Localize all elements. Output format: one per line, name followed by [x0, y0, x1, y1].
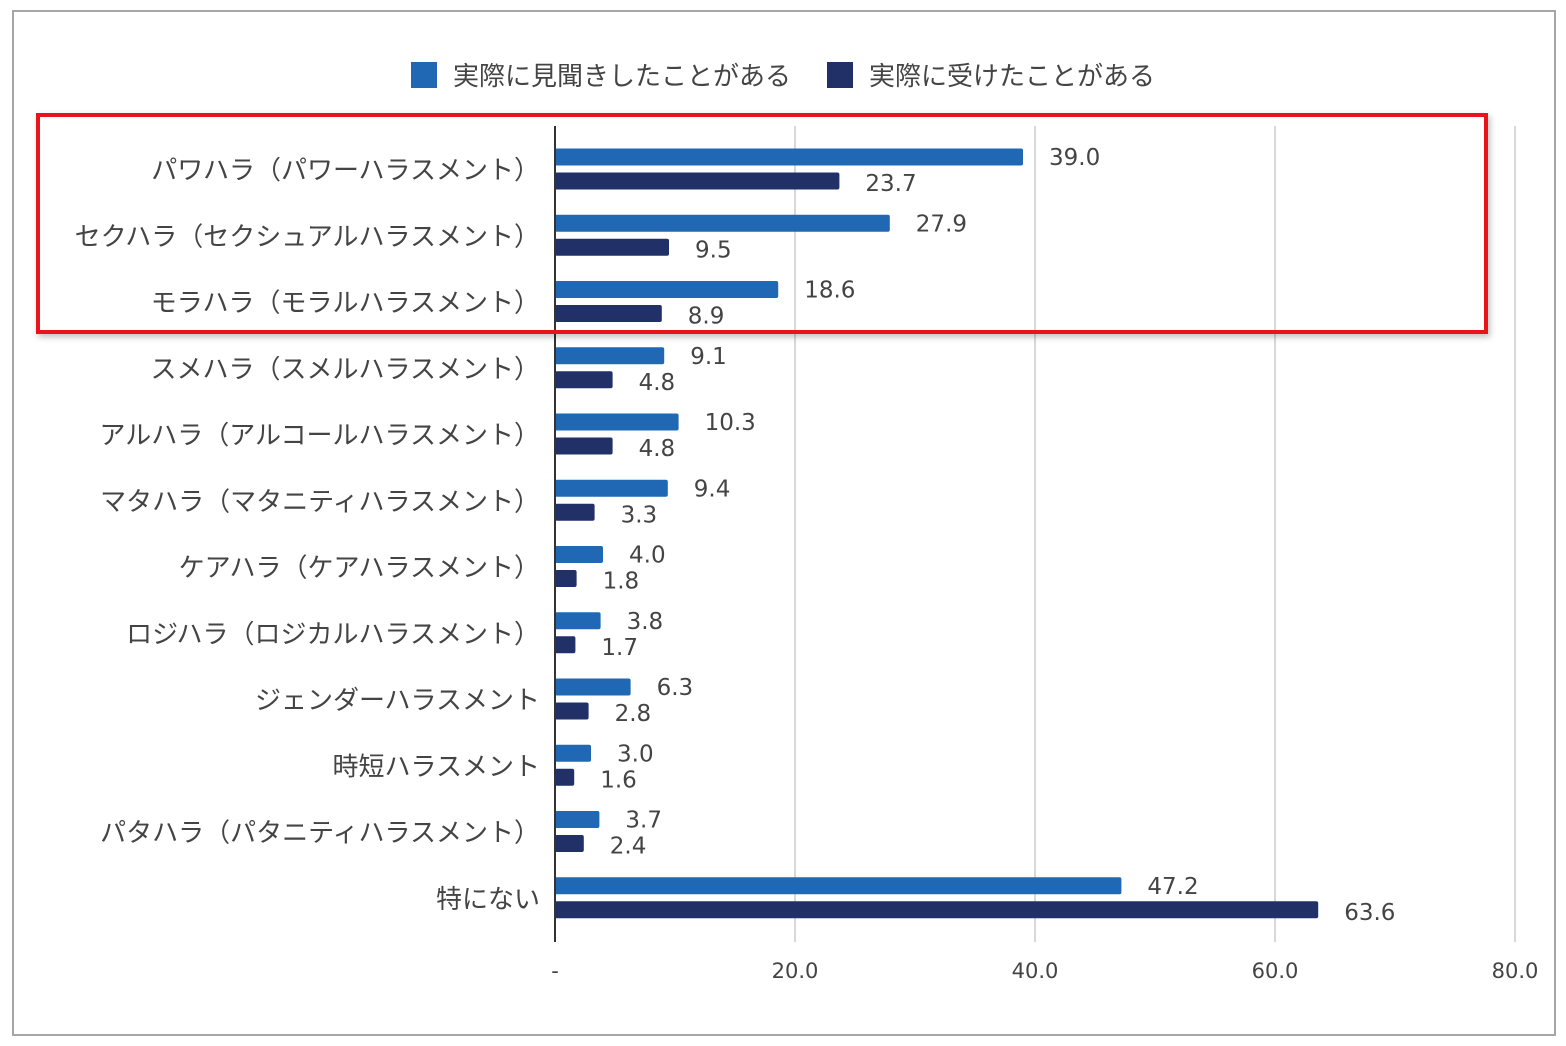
bar: [555, 347, 665, 365]
data-label: 4.8: [639, 436, 676, 462]
x-tick-label: -: [551, 959, 559, 983]
legend-label-received: 実際に受けたことがある: [869, 62, 1156, 92]
legend-label-seen: 実際に見聞きしたことがある: [452, 62, 791, 92]
legend-item-received: 実際に受けたことがある: [827, 56, 1155, 93]
legend-swatch-received: [827, 61, 853, 88]
bar: [555, 238, 669, 256]
category-label: モラハラ（モラルハラスメント）: [151, 289, 540, 319]
bar: [555, 281, 779, 298]
category-label: パワハラ（パワーハラスメント）: [151, 156, 540, 186]
category-label: ケアハラ（ケアハラスメント）: [179, 554, 540, 584]
bar: [555, 413, 679, 431]
bar: [555, 678, 631, 696]
bar: [555, 612, 601, 630]
bar: [555, 877, 1122, 895]
bar: [555, 744, 591, 762]
data-label: 39.0: [1049, 145, 1100, 171]
bar: [555, 148, 1023, 166]
category-label: アルハラ（アルコールハラスメント）: [100, 421, 540, 451]
category-label: 時短ハラスメント: [333, 752, 540, 782]
bar: [555, 214, 890, 232]
x-tick-label: 80.0: [1492, 959, 1539, 983]
data-label: 3.3: [621, 502, 658, 528]
category-label: パタハラ（パタニティハラスメント）: [100, 819, 540, 849]
data-label: 18.6: [804, 278, 855, 304]
category-label: セクハラ（セクシュアルハラスメント）: [75, 222, 540, 252]
legend: 実際に見聞きしたことがある 実際に受けたことがある: [0, 56, 1566, 93]
category-label: マタハラ（マタニティハラスメント）: [100, 487, 540, 517]
category-label: 特にない: [436, 885, 540, 915]
data-label: 3.7: [625, 808, 662, 834]
data-label: 9.1: [690, 344, 727, 370]
data-label: 23.7: [865, 171, 916, 197]
data-label: 9.4: [694, 476, 731, 502]
data-label: 6.3: [657, 675, 694, 701]
data-label: 27.9: [916, 211, 967, 237]
bar: [555, 546, 603, 563]
data-label: 8.9: [688, 304, 725, 330]
bar: [555, 768, 575, 786]
legend-item-seen: 実際に見聞きしたことがある: [410, 56, 791, 93]
data-label: 2.4: [610, 834, 647, 860]
legend-swatch-seen: [410, 61, 437, 88]
bar: [555, 636, 576, 654]
bar: [555, 503, 595, 521]
data-label: 63.6: [1344, 900, 1395, 926]
bar: [555, 901, 1319, 919]
data-label: 1.6: [600, 767, 637, 793]
data-label: 4.0: [629, 543, 666, 569]
bar: [555, 570, 577, 587]
data-label: 4.8: [639, 370, 676, 396]
category-label: スメハラ（スメルハラスメント）: [151, 355, 540, 385]
data-label: 1.8: [603, 569, 640, 595]
x-tick-label: 40.0: [1012, 959, 1059, 983]
data-label: 9.5: [695, 237, 732, 263]
data-label: 3.0: [617, 741, 654, 767]
data-label: 47.2: [1147, 874, 1198, 900]
data-label: 2.8: [615, 701, 652, 727]
category-label: ロジハラ（ロジカルハラスメント）: [126, 620, 540, 650]
bar: [555, 172, 840, 190]
bar: [555, 371, 613, 389]
x-tick-label: 20.0: [772, 959, 819, 983]
category-label: ジェンダーハラスメント: [255, 686, 540, 716]
bar: [555, 702, 589, 720]
bar: [555, 437, 613, 455]
bar: [555, 811, 600, 828]
data-label: 1.7: [601, 635, 638, 661]
bar: [555, 835, 584, 852]
x-tick-label: 60.0: [1252, 959, 1299, 983]
data-label: 10.3: [705, 410, 756, 436]
data-label: 3.8: [627, 609, 664, 635]
bar: [555, 479, 668, 497]
bar: [555, 305, 662, 322]
